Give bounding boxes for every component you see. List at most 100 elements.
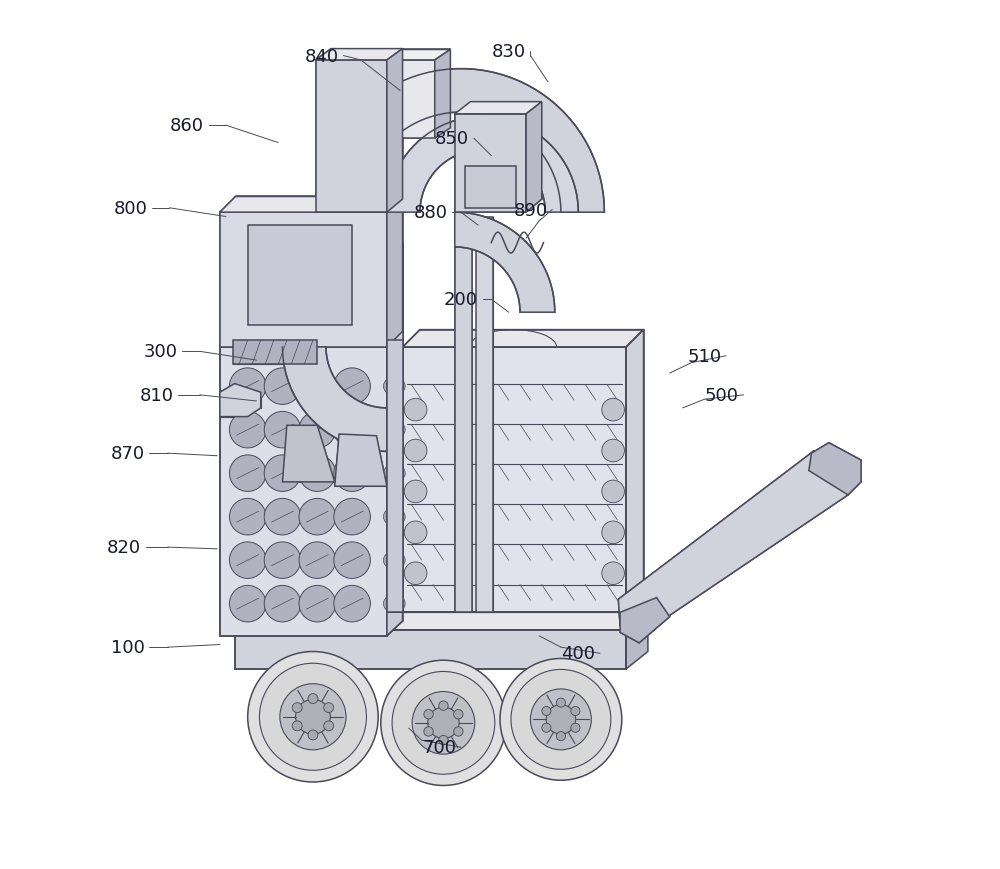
Circle shape bbox=[264, 542, 301, 579]
Circle shape bbox=[259, 664, 366, 771]
Circle shape bbox=[280, 684, 346, 750]
Circle shape bbox=[530, 689, 591, 750]
Circle shape bbox=[392, 672, 495, 774]
Polygon shape bbox=[403, 330, 644, 348]
Circle shape bbox=[324, 703, 334, 713]
Polygon shape bbox=[220, 348, 387, 636]
Circle shape bbox=[390, 509, 405, 525]
Polygon shape bbox=[220, 384, 261, 417]
Text: 510: 510 bbox=[687, 348, 722, 365]
Polygon shape bbox=[220, 213, 387, 348]
Polygon shape bbox=[387, 341, 403, 613]
Polygon shape bbox=[476, 217, 493, 613]
Circle shape bbox=[296, 700, 330, 734]
Polygon shape bbox=[526, 103, 542, 213]
Circle shape bbox=[602, 481, 624, 503]
Circle shape bbox=[334, 455, 370, 492]
Polygon shape bbox=[316, 50, 403, 61]
Circle shape bbox=[229, 368, 266, 405]
Text: 810: 810 bbox=[139, 387, 173, 404]
Circle shape bbox=[390, 379, 405, 395]
Circle shape bbox=[404, 440, 427, 462]
Circle shape bbox=[556, 699, 565, 707]
Circle shape bbox=[571, 706, 580, 716]
Circle shape bbox=[383, 379, 399, 395]
Circle shape bbox=[334, 499, 370, 535]
Circle shape bbox=[383, 596, 399, 612]
Polygon shape bbox=[465, 167, 516, 209]
Circle shape bbox=[556, 732, 565, 740]
Circle shape bbox=[334, 586, 370, 622]
Text: 820: 820 bbox=[107, 539, 141, 556]
Polygon shape bbox=[248, 226, 352, 326]
Circle shape bbox=[324, 721, 334, 731]
Text: 100: 100 bbox=[111, 639, 145, 656]
Text: 840: 840 bbox=[305, 48, 339, 65]
Circle shape bbox=[439, 701, 448, 711]
Circle shape bbox=[404, 399, 427, 421]
Circle shape bbox=[299, 542, 336, 579]
Polygon shape bbox=[626, 613, 648, 669]
Polygon shape bbox=[387, 117, 578, 213]
Circle shape bbox=[292, 721, 302, 731]
Circle shape bbox=[404, 562, 427, 585]
Polygon shape bbox=[387, 332, 403, 636]
Circle shape bbox=[602, 521, 624, 544]
Circle shape bbox=[383, 509, 399, 525]
Polygon shape bbox=[455, 103, 542, 115]
Polygon shape bbox=[455, 213, 555, 313]
Text: 860: 860 bbox=[170, 117, 204, 135]
Circle shape bbox=[299, 586, 336, 622]
Text: 400: 400 bbox=[561, 645, 595, 662]
Polygon shape bbox=[365, 61, 435, 139]
Circle shape bbox=[229, 542, 266, 579]
Text: 200: 200 bbox=[444, 291, 478, 308]
Circle shape bbox=[229, 412, 266, 448]
Circle shape bbox=[390, 466, 405, 481]
Circle shape bbox=[546, 705, 576, 734]
Text: 300: 300 bbox=[144, 343, 178, 361]
Circle shape bbox=[390, 596, 405, 612]
Circle shape bbox=[264, 586, 301, 622]
Polygon shape bbox=[435, 50, 450, 139]
Circle shape bbox=[299, 368, 336, 405]
Circle shape bbox=[299, 412, 336, 448]
Circle shape bbox=[428, 707, 459, 739]
Text: 800: 800 bbox=[113, 200, 147, 217]
Circle shape bbox=[248, 652, 378, 782]
Text: 890: 890 bbox=[513, 202, 548, 219]
Circle shape bbox=[454, 710, 463, 720]
Circle shape bbox=[229, 455, 266, 492]
Circle shape bbox=[602, 562, 624, 585]
Circle shape bbox=[424, 710, 433, 720]
Text: 700: 700 bbox=[422, 739, 456, 756]
Text: 850: 850 bbox=[435, 130, 469, 148]
Circle shape bbox=[383, 553, 399, 568]
Circle shape bbox=[500, 659, 622, 780]
Polygon shape bbox=[233, 341, 317, 365]
Circle shape bbox=[308, 730, 318, 740]
Circle shape bbox=[334, 368, 370, 405]
Circle shape bbox=[571, 723, 580, 733]
Polygon shape bbox=[365, 50, 450, 61]
Polygon shape bbox=[403, 348, 626, 613]
Polygon shape bbox=[283, 348, 387, 452]
Circle shape bbox=[264, 499, 301, 535]
Circle shape bbox=[264, 368, 301, 405]
Polygon shape bbox=[626, 330, 644, 613]
Circle shape bbox=[404, 521, 427, 544]
Polygon shape bbox=[809, 443, 861, 495]
Circle shape bbox=[542, 723, 551, 733]
Circle shape bbox=[602, 399, 624, 421]
Polygon shape bbox=[235, 613, 648, 630]
Polygon shape bbox=[387, 197, 403, 348]
Polygon shape bbox=[220, 197, 403, 213]
Circle shape bbox=[229, 586, 266, 622]
Circle shape bbox=[299, 455, 336, 492]
Circle shape bbox=[542, 706, 551, 716]
Circle shape bbox=[334, 412, 370, 448]
Circle shape bbox=[439, 735, 448, 745]
Circle shape bbox=[383, 422, 399, 438]
Circle shape bbox=[383, 466, 399, 481]
Circle shape bbox=[404, 481, 427, 503]
